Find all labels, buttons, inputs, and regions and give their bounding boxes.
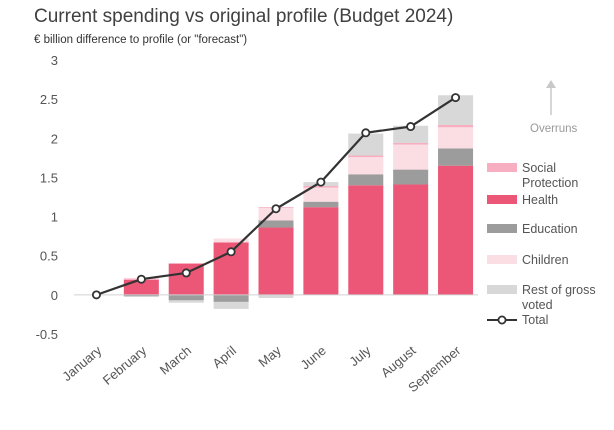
legend-swatch-social-protection: [487, 163, 517, 172]
legend-label: Children: [522, 253, 569, 267]
bar-segment-education: [168, 294, 204, 301]
legend-label-total: Total: [522, 313, 548, 327]
total-point: [316, 177, 326, 187]
bar-segment-education: [348, 174, 384, 186]
bar-segment-health: [393, 184, 429, 295]
bar-segment-children: [213, 238, 249, 243]
arrow-up-icon: [546, 80, 556, 115]
total-point: [406, 122, 416, 132]
bar-segment-children: [393, 144, 429, 170]
y-tick-label: -0.5: [36, 327, 58, 342]
y-tick-label: 1.5: [40, 170, 58, 185]
y-tick-label: 2: [51, 131, 58, 146]
bar-segment-rest: [348, 133, 384, 156]
y-tick-label: 3: [51, 53, 58, 68]
bar-segment-education: [303, 201, 339, 208]
total-point: [136, 274, 146, 284]
y-tick-label: 1: [51, 210, 58, 225]
chart-title: Current spending vs original profile (Bu…: [34, 6, 453, 27]
legend-label: Rest of gross voted: [522, 283, 596, 312]
y-tick-label: 0.5: [40, 249, 58, 264]
bar-segment-education: [393, 169, 429, 185]
bar-segment-rest: [213, 301, 249, 309]
total-point: [226, 247, 236, 257]
x-category-label: February: [100, 342, 150, 387]
bar-segment-rest: [258, 294, 294, 298]
legend: Social Protection Health Education Children R…: [487, 161, 596, 327]
bar-segment-health: [348, 185, 384, 295]
bar-segment-social-protection: [393, 142, 429, 145]
bar-segment-rest: [168, 300, 204, 303]
legend-label: Education: [522, 222, 578, 236]
x-category-label: April: [209, 343, 239, 371]
bar-segment-health: [438, 165, 474, 295]
overruns-annotation: Overruns: [530, 80, 578, 135]
total-point: [181, 268, 191, 278]
bar-segment-health: [123, 279, 159, 295]
bar-segment-education: [213, 294, 249, 302]
bar-segment-rest: [393, 125, 429, 143]
bar-segment-social-protection: [348, 155, 384, 158]
legend-swatch-total-point: [497, 315, 507, 325]
x-category-label: March: [157, 343, 194, 378]
x-category-label: May: [255, 342, 284, 370]
legend-swatch-rest: [487, 285, 517, 294]
total-point: [271, 204, 281, 214]
legend-swatch-health: [487, 195, 517, 204]
y-axis-ticks: -0.5 0 0.5 1 1.5 2 2.5 3: [36, 53, 58, 342]
bar-segment-social-protection: [438, 124, 474, 128]
total-point: [361, 128, 371, 138]
y-tick-label: 2.5: [40, 92, 58, 107]
x-category-label: January: [59, 342, 104, 384]
overruns-label: Overruns: [530, 123, 578, 135]
bar-segment-children: [438, 127, 474, 149]
bar-segment-education: [438, 148, 474, 166]
bar-segment-children: [348, 157, 384, 175]
total-point: [451, 93, 461, 103]
bars: [123, 95, 474, 309]
x-category-label: August: [378, 343, 419, 381]
x-category-label: June: [298, 343, 329, 373]
bar-segment-children: [303, 187, 339, 202]
legend-swatch-children: [487, 255, 517, 264]
total-point: [91, 290, 101, 300]
bar-segment-education: [258, 220, 294, 228]
legend-label: Social Protection: [522, 161, 578, 190]
y-tick-label: 0: [51, 288, 58, 303]
legend-label: Health: [522, 193, 558, 207]
bar-segment-health: [303, 207, 339, 295]
x-category-label: July: [346, 342, 374, 369]
bar-segment-social-protection: [303, 186, 339, 188]
bar-segment-education: [123, 294, 159, 297]
bar-segment-health: [258, 227, 294, 295]
total-line: [91, 93, 461, 300]
chart-subtitle: € billion difference to profile (or "for…: [34, 34, 247, 46]
legend-swatch-education: [487, 224, 517, 233]
